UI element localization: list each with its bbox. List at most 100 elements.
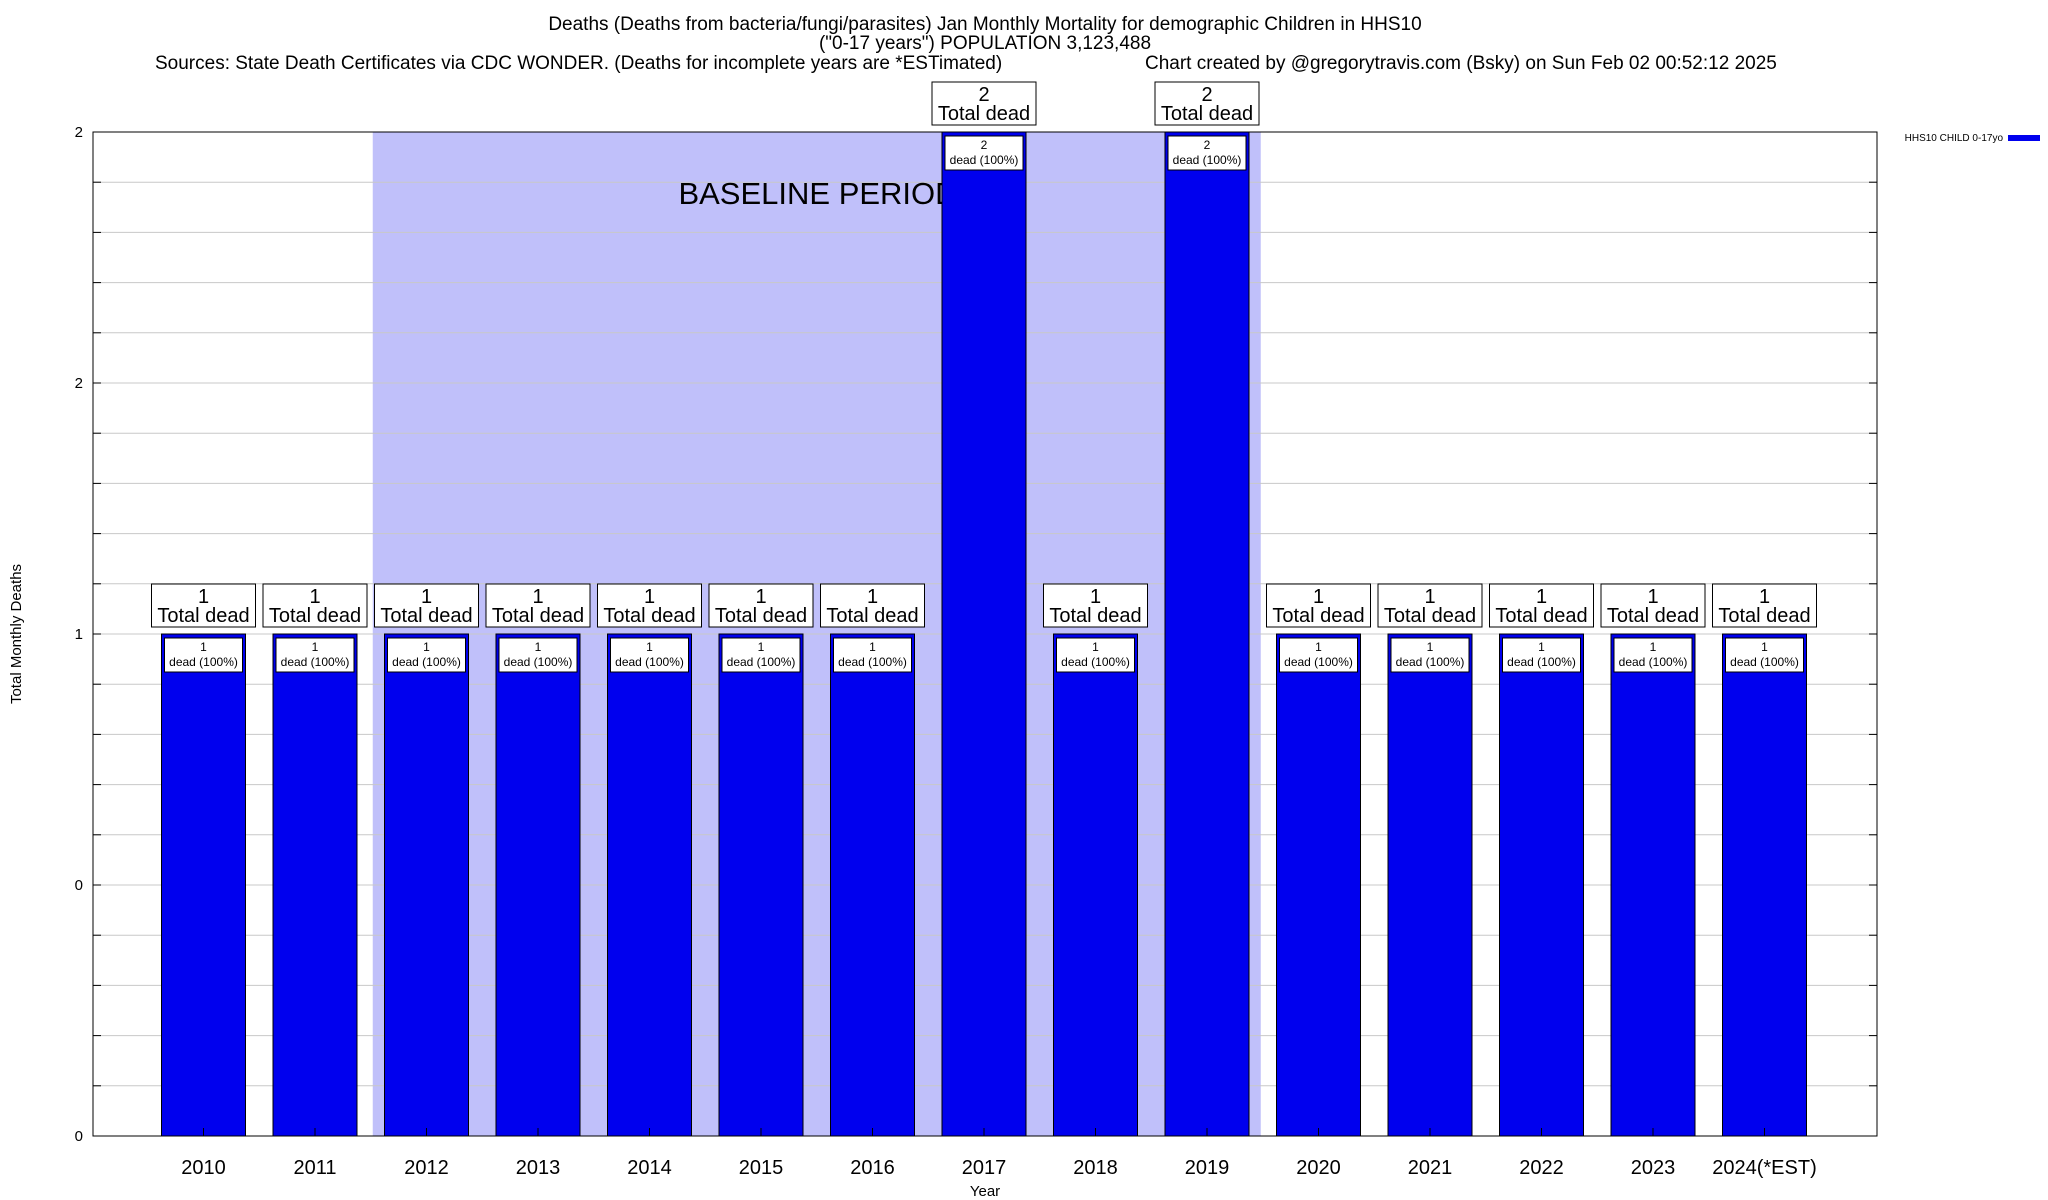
bar-inner-label-number: 1 [535, 640, 542, 654]
bar-inner-label-number: 1 [1650, 640, 1657, 654]
bar-inner-label-caption: dead (100%) [615, 655, 684, 669]
bar [941, 131, 1027, 1137]
bar-top-label-caption: Total dead [715, 605, 807, 627]
bar-inner-label-box [1279, 637, 1358, 673]
bar-top-label-caption: Total dead [938, 103, 1030, 125]
bar-inner-label-box [164, 637, 243, 673]
bar-inner-label-caption: dead (100%) [1173, 153, 1242, 167]
bar-inner-label-box [1390, 637, 1470, 673]
bar [384, 633, 469, 1137]
bar-top-label-number: 1 [532, 586, 543, 608]
chart-title-line2: ("0-17 years") POPULATION 3,123,488 [818, 33, 1152, 54]
bar-inner-label-number: 2 [1204, 138, 1211, 152]
bar-top-label-number: 1 [1647, 586, 1658, 608]
bar-top-label-number: 1 [1090, 586, 1101, 608]
bar-inner-label-box [275, 637, 355, 673]
bar-top-label-box [708, 583, 814, 628]
bar-top-label-caption: Total dead [492, 605, 584, 627]
bar-top-label-box [1377, 583, 1483, 628]
x-tick-label: 2016 [850, 1157, 895, 1179]
bar-top-label-number: 1 [755, 586, 766, 608]
bar [161, 633, 246, 1137]
x-tick-label: 2023 [1631, 1157, 1676, 1179]
bar-top-label-box [151, 583, 256, 628]
bar-top-label-number: 1 [1536, 586, 1547, 608]
bar [272, 633, 358, 1137]
bar-inner-label-caption: dead (100%) [392, 655, 461, 669]
bar [1610, 633, 1696, 1137]
baseline-label: BASELINE PERIOD [678, 176, 957, 211]
bar-top-label-box [1154, 81, 1260, 126]
bar-top-label-box [931, 81, 1037, 126]
bar-inner-label-number: 1 [1761, 640, 1768, 654]
bar-inner-label-box [721, 637, 801, 673]
y-tick-label: 1 [75, 626, 83, 643]
bar-inner-label-caption: dead (100%) [950, 153, 1019, 167]
chart-title-line1: Deaths (Deaths from bacteria/fungi/paras… [548, 14, 1422, 35]
bar-inner-label-caption: dead (100%) [1284, 655, 1353, 669]
bar-top-label-caption: Total dead [157, 605, 249, 627]
bar-top-label-number: 1 [1313, 586, 1324, 608]
x-tick-label: 2015 [739, 1157, 784, 1179]
bar-top-label-box [1266, 583, 1371, 628]
bar-top-label-number: 1 [198, 586, 209, 608]
x-tick-label: 2021 [1408, 1157, 1453, 1179]
bar-inner-label-box [833, 637, 912, 673]
bar-top-label-caption: Total dead [380, 605, 472, 627]
bar-inner-label-number: 2 [981, 138, 988, 152]
bar-top-label-number: 1 [1424, 586, 1435, 608]
bar-top-label-caption: Total dead [1384, 605, 1476, 627]
bar [1499, 633, 1584, 1137]
bar-inner-label-box [944, 135, 1024, 171]
bar-top-label-box [262, 583, 368, 628]
bar-top-label-box [1600, 583, 1706, 628]
x-tick-label: 2010 [181, 1157, 226, 1179]
y-tick-label: 0 [75, 1128, 83, 1145]
chart-credit: Chart created by @gregorytravis.com (Bsk… [1145, 53, 1777, 74]
bar-inner-label-box [1167, 135, 1247, 171]
bar-inner-label-box [1056, 637, 1135, 673]
bar-inner-label-number: 1 [869, 640, 876, 654]
bar-top-label-number: 1 [644, 586, 655, 608]
bar-inner-label-caption: dead (100%) [1619, 655, 1688, 669]
bar-inner-label-number: 1 [646, 640, 653, 654]
bar-inner-label-box [498, 637, 578, 673]
bar-top-label-box [485, 583, 591, 628]
x-tick-label: 2017 [962, 1157, 1007, 1179]
bar-inner-label-number: 1 [423, 640, 430, 654]
bar [1387, 633, 1473, 1137]
bar [1053, 633, 1138, 1137]
bar-inner-label-number: 1 [1427, 640, 1434, 654]
bar-inner-label-caption: dead (100%) [1730, 655, 1799, 669]
x-tick-label: 2013 [516, 1157, 561, 1179]
bar-inner-label-caption: dead (100%) [727, 655, 796, 669]
bar-inner-label-caption: dead (100%) [838, 655, 907, 669]
bar-inner-label-number: 1 [758, 640, 765, 654]
y-tick-label: 2 [75, 375, 83, 392]
bar [1164, 131, 1250, 1137]
bar-top-label-box [1489, 583, 1594, 628]
bar-inner-label-box [1725, 637, 1804, 673]
bar [1722, 633, 1807, 1137]
bar-inner-label-number: 1 [1538, 640, 1545, 654]
bar-top-label-number: 1 [867, 586, 878, 608]
x-tick-label: 2024(*EST) [1712, 1157, 1817, 1179]
x-tick-label: 2022 [1519, 1157, 1564, 1179]
bar-inner-label-box [610, 637, 689, 673]
bar-top-label-box [1712, 583, 1817, 628]
bar-top-label-box [1043, 583, 1148, 628]
bar-top-label-caption: Total dead [826, 605, 918, 627]
bar-top-label-caption: Total dead [1161, 103, 1253, 125]
x-axis-title: Year [970, 1183, 1000, 1200]
chart-sources: Sources: State Death Certificates via CD… [155, 53, 1003, 74]
bar-inner-label-box [1613, 637, 1693, 673]
bar-top-label-number: 1 [1759, 586, 1770, 608]
bar [830, 633, 915, 1137]
x-tick-label: 2019 [1185, 1157, 1230, 1179]
legend-label: HHS10 CHILD 0-17yo [1905, 133, 2004, 144]
bar-inner-label-number: 1 [312, 640, 319, 654]
x-tick-label: 2020 [1296, 1157, 1341, 1179]
bar-top-label-box [597, 583, 702, 628]
y-axis-title: Total Monthly Deaths [8, 564, 25, 704]
